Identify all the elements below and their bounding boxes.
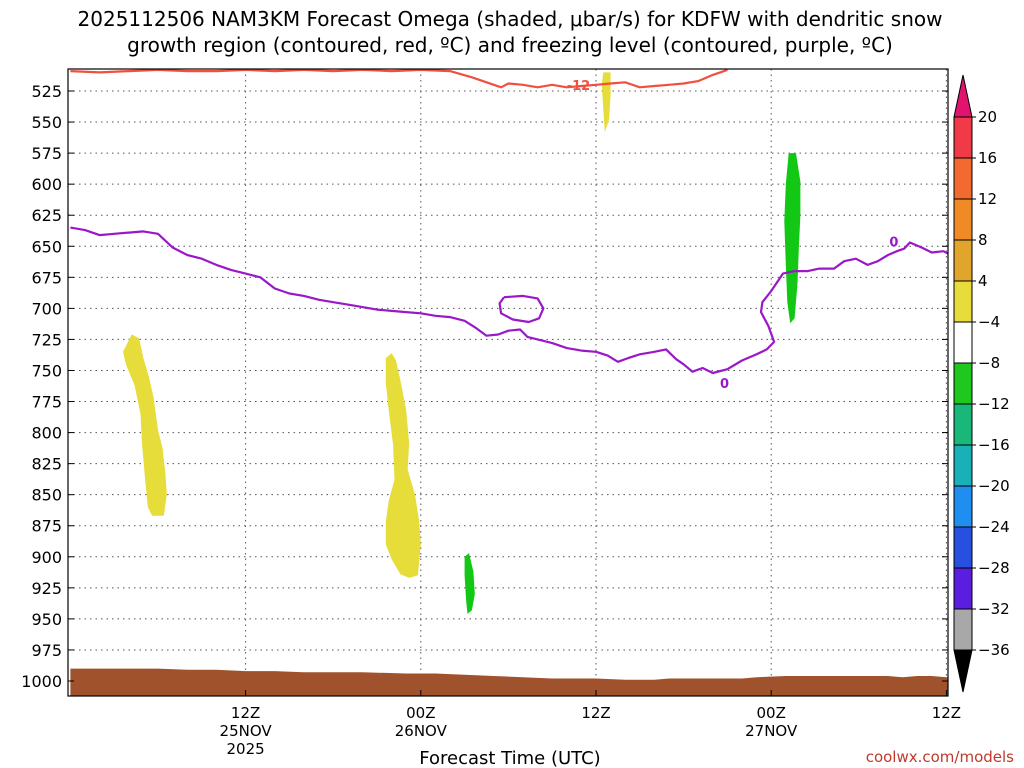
colorbar-swatch-2	[953, 198, 973, 241]
colorbar-swatch-3	[953, 239, 973, 282]
y-tick-label-575: 575	[31, 144, 62, 163]
colorbar-swatch-0	[953, 116, 973, 159]
colorbar-swatch-10	[953, 526, 973, 569]
colorbar-label-11: −28	[978, 559, 1010, 577]
y-tick-label-750: 750	[31, 361, 62, 380]
dgz-contour-label: -12	[567, 79, 591, 94]
colorbar-swatch-13	[953, 608, 973, 651]
colorbar-swatch-11	[953, 567, 973, 610]
colorbar-label-2: 12	[978, 190, 997, 208]
x-tick-label-1: 00Z	[406, 704, 435, 722]
colorbar-label-3: 8	[978, 231, 988, 249]
chart-title-line2: growth region (contoured, red, ºC) and f…	[127, 33, 893, 57]
dgz-contour-line	[70, 69, 728, 89]
y-tick-label-950: 950	[31, 610, 62, 629]
x-tick-date-3: 27NOV	[745, 722, 798, 740]
y-tick-label-525: 525	[31, 82, 62, 101]
freezing-contour-label-1: 0	[720, 377, 729, 392]
x-tick-year-0: 2025	[227, 740, 265, 758]
colorbar-label-0: 20	[978, 108, 997, 126]
colorbar-label-9: −20	[978, 477, 1010, 495]
colorbar-label-13: −36	[978, 641, 1010, 659]
y-tick-label-700: 700	[31, 299, 62, 318]
y-tick-label-800: 800	[31, 424, 62, 443]
x-axis-label: Forecast Time (UTC)	[419, 748, 600, 768]
colorbar-label-8: −16	[978, 436, 1010, 454]
chart-title-line1: 2025112506 NAM3KM Forecast Omega (shaded…	[78, 7, 943, 31]
freezing-level-closed-contour	[498, 294, 545, 324]
colorbar-swatch-6	[953, 362, 973, 405]
y-tick-label-725: 725	[31, 330, 62, 349]
colorbar-label-6: −8	[978, 354, 1000, 372]
y-tick-label-1000: 1000	[21, 672, 62, 691]
plot-frame	[67, 68, 949, 697]
colorbar-swatch-1	[953, 157, 973, 200]
colorbar-label-4: 4	[978, 272, 988, 290]
y-tick-label-900: 900	[31, 548, 62, 567]
colorbar-label-7: −12	[978, 395, 1010, 413]
freezing-contour-label-2: 0	[889, 235, 898, 250]
colorbar-label-1: 16	[978, 149, 997, 167]
colorbar-label-10: −24	[978, 518, 1010, 536]
x-tick-date-1: 26NOV	[395, 722, 448, 740]
omega-positive-region-0	[123, 334, 167, 516]
y-axis: 525 550 575 600 625 650 675 700 725 750 775 800 825 8…	[21, 82, 948, 691]
x-tick-date-0: 25NOV	[220, 722, 273, 740]
omega-positive-region-2	[601, 72, 611, 132]
y-tick-label-675: 675	[31, 268, 62, 287]
x-tick-label-0: 12Z	[231, 704, 260, 722]
y-tick-label-650: 650	[31, 237, 62, 256]
colorbar-swatch-5	[953, 321, 973, 364]
x-tick-label-3: 00Z	[757, 704, 786, 722]
y-tick-label-625: 625	[31, 206, 62, 225]
y-tick-label-775: 775	[31, 393, 62, 412]
terrain-surface	[70, 668, 948, 696]
freezing-level-contour	[70, 226, 948, 375]
colorbar: 20 16 12 8 4 −4 −8 −12 −16 −20 −24 −28 −32 −36	[953, 74, 1010, 693]
colorbar-swatch-8	[953, 444, 973, 487]
omega-negative-region-0	[784, 153, 801, 324]
x-tick-label-4: 12Z	[932, 704, 961, 722]
y-tick-label-550: 550	[31, 113, 62, 132]
y-tick-label-975: 975	[31, 641, 62, 660]
colorbar-swatch-9	[953, 485, 973, 528]
y-tick-label-850: 850	[31, 486, 62, 505]
colorbar-swatch-4	[953, 280, 973, 323]
y-tick-label-925: 925	[31, 579, 62, 598]
omega-positive-region-1	[385, 353, 421, 578]
colorbar-label-12: −32	[978, 600, 1010, 618]
y-tick-label-600: 600	[31, 175, 62, 194]
omega-negative-region-1	[464, 553, 475, 614]
y-tick-label-875: 875	[31, 517, 62, 536]
colorbar-label-5: −4	[978, 313, 1000, 331]
x-tick-label-2: 12Z	[581, 704, 610, 722]
y-tick-label-825: 825	[31, 455, 62, 474]
colorbar-swatch-7	[953, 403, 973, 446]
credit-text: coolwx.com/models	[866, 748, 1014, 766]
